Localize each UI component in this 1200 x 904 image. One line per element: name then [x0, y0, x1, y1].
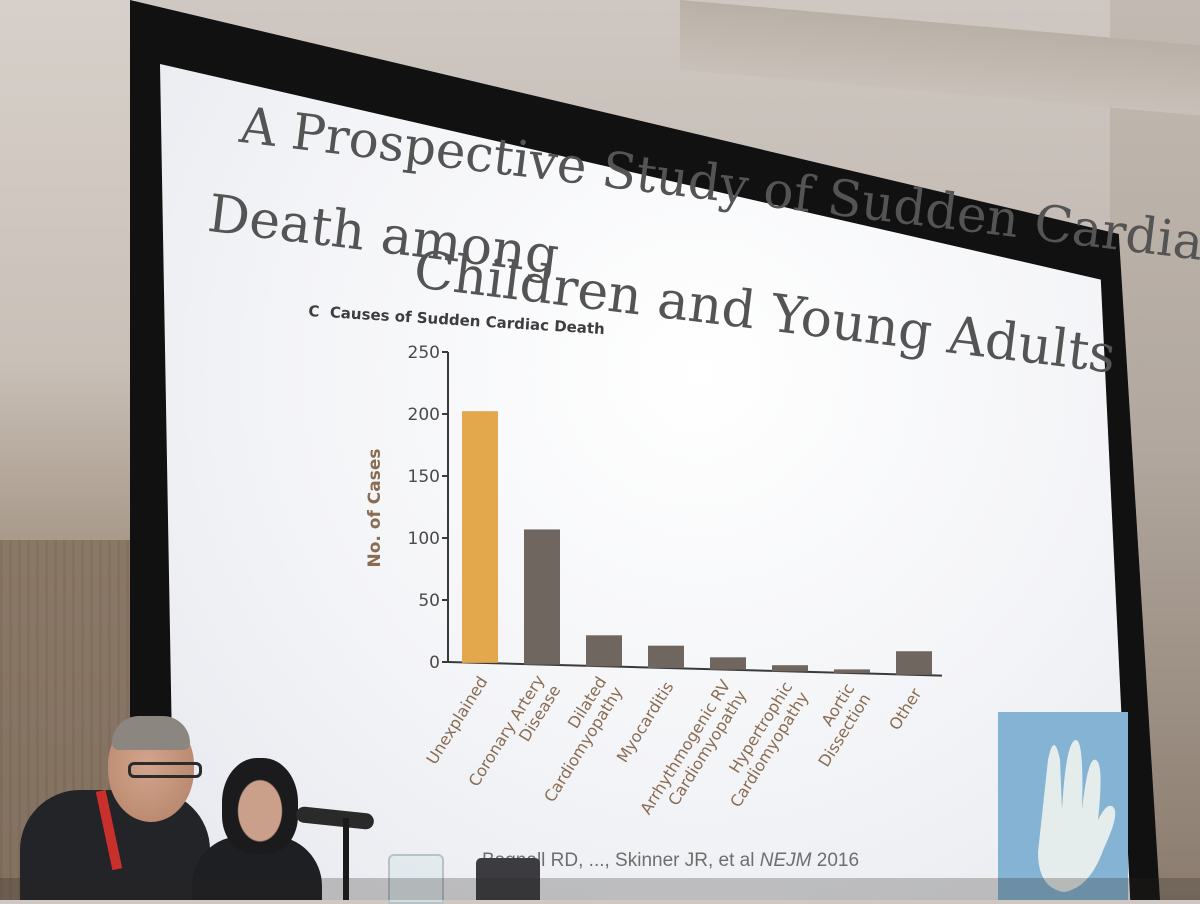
- laptop: [476, 858, 540, 900]
- bar-0: [462, 411, 498, 663]
- presenter-man-hair: [112, 716, 190, 750]
- y-tick-label: 200: [408, 405, 440, 425]
- y-tick-label: 150: [408, 467, 440, 487]
- presenter-table: [0, 878, 1200, 900]
- category-label-7: Other: [885, 685, 925, 734]
- bar-5: [772, 665, 808, 672]
- slide-citation: Bagnall RD, ..., Skinner JR, et al NEJM …: [482, 850, 859, 872]
- y-tick-label: 0: [429, 653, 440, 673]
- category-label-line: Other: [885, 685, 925, 734]
- glasses: [128, 762, 202, 778]
- category-label-6: AorticDissection: [798, 680, 874, 770]
- bar-3: [648, 645, 684, 668]
- y-tick-label: 250: [408, 343, 440, 363]
- citation-authors: Bagnall RD, ..., Skinner JR, et al: [482, 850, 755, 871]
- y-axis-label: No. of Cases: [365, 449, 385, 568]
- x-axis-line: [447, 661, 943, 677]
- bar-1: [524, 529, 560, 665]
- bar-2: [586, 635, 622, 667]
- bar-4: [710, 657, 746, 670]
- handprint-icon: [1038, 740, 1116, 892]
- presenter-woman-head: [222, 758, 298, 854]
- bar-6: [834, 669, 870, 674]
- citation-journal: NEJM: [759, 850, 812, 871]
- microphone-stand: [343, 818, 349, 900]
- y-tick-label: 50: [418, 591, 440, 611]
- y-tick-label: 100: [408, 529, 440, 549]
- citation-year: 2016: [816, 850, 860, 871]
- bar-7: [896, 651, 932, 675]
